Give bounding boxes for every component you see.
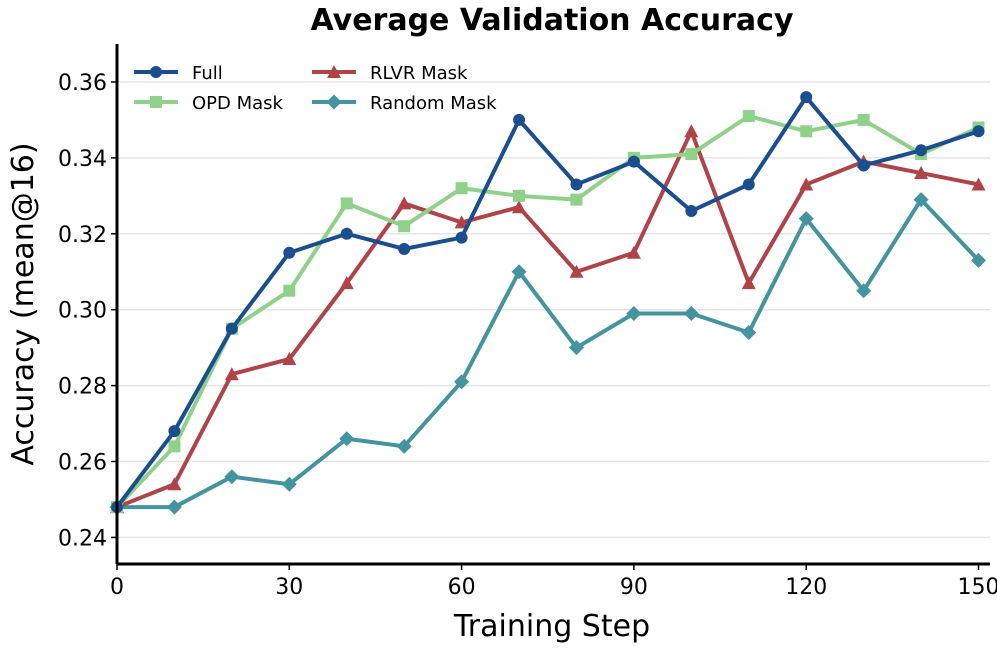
marker-square: [150, 96, 162, 108]
marker-circle: [225, 322, 238, 335]
x-tick-label: 0: [110, 575, 124, 600]
marker-square: [168, 440, 181, 453]
marker-diamond: [568, 340, 584, 356]
x-tick-label: 30: [275, 575, 303, 600]
marker-triangle: [282, 352, 297, 366]
marker-square: [398, 220, 411, 233]
marker-circle: [513, 113, 526, 126]
marker-square: [685, 148, 698, 161]
chart-title: Average Validation Accuracy: [310, 3, 793, 38]
y-tick-label: 0.28: [58, 375, 107, 400]
marker-square: [857, 113, 870, 126]
marker-diamond: [339, 431, 355, 447]
marker-triangle: [971, 177, 986, 191]
x-tick-label: 90: [620, 575, 648, 600]
marker-diamond: [683, 305, 699, 321]
marker-triangle: [454, 215, 469, 229]
marker-circle: [283, 246, 296, 259]
marker-diamond: [971, 252, 987, 268]
y-tick-label: 0.34: [58, 147, 107, 172]
marker-triangle: [512, 200, 527, 214]
marker-circle: [915, 144, 928, 157]
legend-item: RLVR Mask: [312, 63, 468, 84]
marker-triangle: [626, 245, 641, 259]
marker-triangle: [914, 166, 929, 180]
legend-item: OPD Mask: [134, 93, 284, 114]
marker-circle: [340, 227, 353, 240]
marker-triangle: [569, 264, 584, 278]
x-tick-label: 60: [448, 575, 476, 600]
marker-diamond: [741, 324, 757, 340]
y-tick-label: 0.26: [58, 451, 107, 476]
x-axis-label: Training Step: [453, 609, 650, 644]
marker-triangle: [167, 477, 182, 491]
marker-triangle: [799, 177, 814, 191]
legend-item: Random Mask: [312, 93, 497, 114]
marker-diamond: [798, 211, 814, 227]
marker-diamond: [396, 438, 412, 454]
marker-square: [340, 197, 353, 210]
y-tick-label: 0.30: [58, 299, 107, 324]
marker-circle: [570, 178, 583, 191]
legend: Full OPD Mask RLVR Mask Random Mask: [134, 63, 497, 114]
marker-diamond: [856, 283, 872, 299]
marker-triangle: [224, 367, 239, 381]
marker-circle: [455, 231, 468, 244]
legend-label: OPD Mask: [192, 93, 284, 114]
series-line: [115, 114, 981, 510]
marker-diamond: [913, 192, 929, 208]
x-tick-label: 150: [958, 575, 997, 600]
legend-label: RLVR Mask: [370, 63, 468, 84]
marker-square: [283, 284, 296, 297]
legend-label: Random Mask: [370, 93, 497, 114]
marker-circle: [685, 205, 698, 218]
series-rlvr-mask: [110, 124, 986, 514]
series-opd-mask: [111, 110, 985, 514]
marker-circle: [150, 66, 162, 78]
y-tick-label: 0.36: [58, 71, 107, 96]
series-line: [115, 129, 981, 510]
marker-diamond: [166, 499, 182, 515]
marker-diamond: [511, 264, 527, 280]
marker-circle: [168, 425, 181, 438]
series-line: [115, 197, 981, 510]
marker-diamond: [626, 305, 642, 321]
marker-circle: [398, 242, 411, 255]
series-group: [109, 91, 987, 515]
series-random-mask: [109, 192, 987, 515]
marker-triangle: [339, 276, 354, 290]
marker-circle: [972, 125, 985, 138]
marker-triangle: [327, 65, 341, 78]
marker-diamond: [224, 469, 240, 485]
marker-square: [742, 110, 755, 123]
marker-square: [570, 193, 583, 206]
marker-circle: [857, 159, 870, 172]
marker-triangle: [741, 276, 756, 290]
x-tick-label: 120: [785, 575, 827, 600]
marker-circle: [800, 91, 813, 104]
legend-item: Full: [134, 63, 223, 84]
legend-label: Full: [192, 63, 223, 84]
marker-diamond: [281, 476, 297, 492]
marker-diamond: [454, 374, 470, 390]
series-full: [111, 91, 985, 514]
marker-circle: [627, 155, 640, 168]
y-axis-label: Accuracy (mean@16): [6, 142, 41, 465]
marker-diamond: [326, 94, 342, 110]
series-line: [115, 95, 981, 510]
marker-square: [800, 125, 813, 138]
marker-square: [513, 189, 526, 202]
axes: [115, 44, 990, 566]
ticks: 0.24 0.26 0.28 0.30 0.32 0.34 0.36 0 30 60 90 120 15…: [58, 71, 997, 600]
marker-triangle: [684, 124, 699, 138]
y-tick-label: 0.24: [58, 526, 107, 551]
marker-square: [455, 182, 468, 195]
marker-triangle: [397, 196, 412, 210]
marker-circle: [742, 178, 755, 191]
y-tick-label: 0.32: [58, 223, 107, 248]
